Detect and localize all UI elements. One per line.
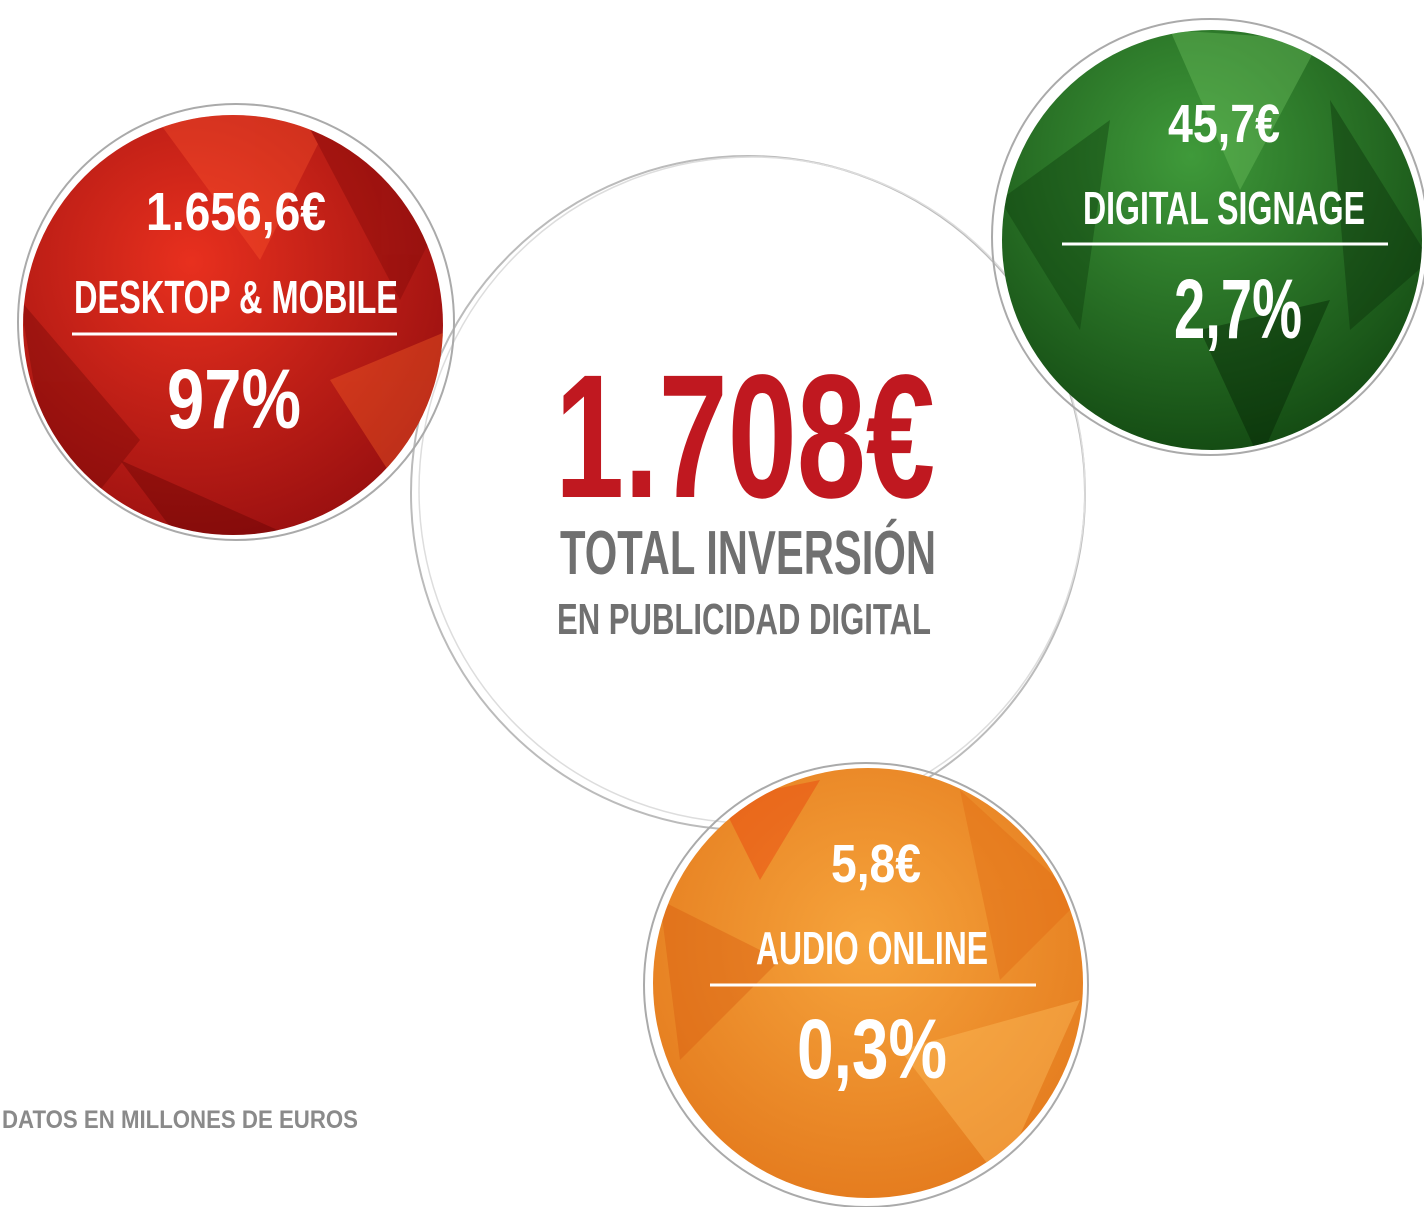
share: 2,7% [1174, 262, 1302, 356]
amount: 45,7€ [1168, 94, 1280, 154]
label: AUDIO ONLINE [756, 922, 988, 974]
amount: 5,8€ [831, 834, 921, 894]
share: 0,3% [797, 1002, 947, 1096]
footnote: DATOS EN MILLONES DE EUROS [2, 1106, 358, 1134]
label: DIGITAL SIGNAGE [1083, 182, 1365, 234]
label: DESKTOP & MOBILE [74, 271, 398, 323]
share: 97% [167, 352, 301, 446]
signage-circle [991, 18, 1424, 456]
desktop-circle [17, 103, 455, 541]
total-title: TOTAL INVERSIÓN [560, 519, 936, 588]
total-amount: 1.708€ [555, 339, 935, 535]
amount: 1.656,6€ [146, 182, 326, 242]
total-subtitle: EN PUBLICIDAD DIGITAL [557, 595, 931, 644]
audio-circle [643, 762, 1089, 1207]
